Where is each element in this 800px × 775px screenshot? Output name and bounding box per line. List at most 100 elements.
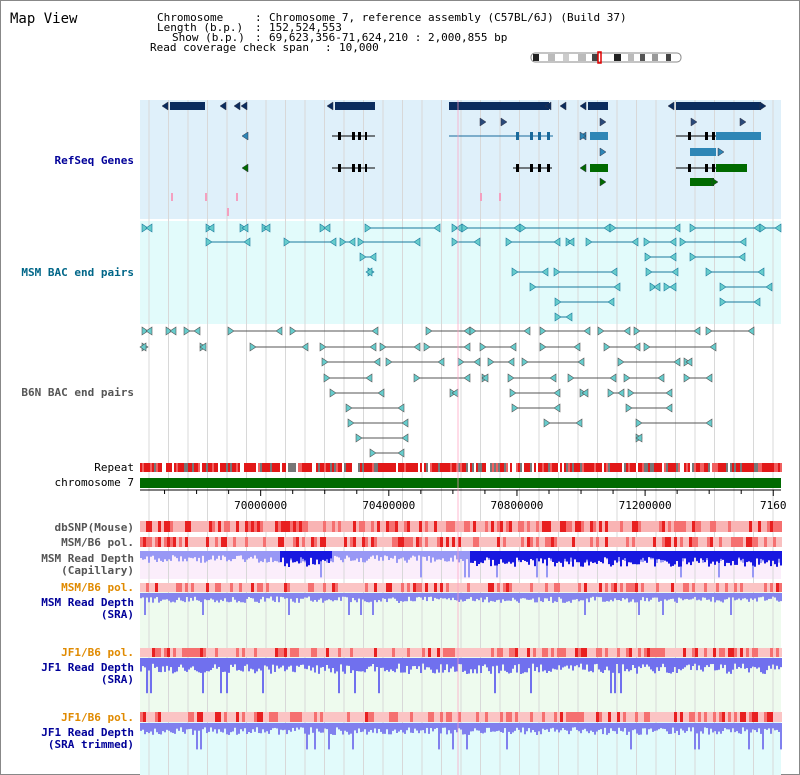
repeat-cell [468, 463, 470, 472]
heat-cell [248, 583, 251, 592]
repeat-cell [570, 463, 572, 472]
repeat-cell [256, 463, 258, 472]
repeat-cell [720, 463, 722, 472]
depth-bar [482, 658, 484, 666]
track-label-msm-depth-sra[interactable]: MSM Read Depth [41, 596, 134, 609]
heat-cell [278, 712, 281, 722]
heat-cell [416, 521, 419, 532]
heat-cell [212, 712, 215, 722]
repeat-cell [582, 463, 584, 472]
depth-bar [776, 593, 778, 601]
heat-cell [431, 521, 434, 532]
heat-cell [593, 521, 596, 532]
repeat-cell [454, 463, 456, 472]
track-label-jf1-b6-pol-2[interactable]: JF1/B6 pol. [61, 711, 134, 724]
depth-bar [558, 593, 560, 598]
depth-bar [750, 723, 752, 733]
track-label-jf1-depth-sra[interactable]: JF1 Read Depth [41, 661, 134, 674]
heat-cell [515, 648, 518, 657]
heat-cell [545, 521, 548, 532]
depth-bar [770, 658, 772, 669]
chromosome-ideogram[interactable] [530, 51, 682, 64]
repeat-cell [542, 463, 544, 472]
depth-bar [188, 723, 190, 730]
depth-bar [464, 593, 466, 602]
strand-arrow [599, 177, 607, 187]
depth-bar [716, 658, 718, 671]
depth-bar [512, 658, 514, 669]
heat-cell [293, 648, 296, 657]
depth-bar [166, 658, 168, 666]
track-label-jf1-depth-trim[interactable]: JF1 Read Depth [41, 726, 134, 739]
depth-bar [600, 658, 602, 672]
heat-cell [437, 583, 440, 592]
b6n-bac-pair-end [487, 357, 495, 367]
depth-bar [142, 593, 144, 598]
heat-cell [191, 583, 194, 592]
heat-cell [722, 712, 725, 722]
depth-bar-dense [754, 551, 756, 567]
depth-bar [524, 593, 526, 599]
repeat-cell [546, 463, 548, 472]
depth-bar [276, 593, 278, 597]
depth-bar-dense [580, 551, 582, 567]
heat-cell [494, 648, 497, 657]
heat-cell [623, 537, 626, 547]
depth-bar-dense [708, 551, 710, 567]
track-label-msm-bac[interactable]: MSM BAC end pairs [21, 266, 134, 279]
heat-cell [722, 583, 725, 592]
depth-bar [202, 658, 204, 694]
depth-bar [156, 658, 158, 667]
depth-bar [254, 551, 256, 556]
heat-cell [641, 521, 644, 532]
track-label-jf1-b6-pol[interactable]: JF1/B6 pol. [61, 646, 134, 659]
depth-bar [464, 723, 466, 735]
heat-cell [476, 537, 479, 547]
track-label-b6n-bac[interactable]: B6N BAC end pairs [21, 386, 134, 399]
depth-bar [158, 658, 160, 672]
depth-bar-dense [672, 551, 674, 566]
gene-exon [688, 164, 691, 172]
depth-bar [420, 593, 422, 598]
depth-bar [744, 723, 746, 732]
heat-cell [560, 537, 563, 547]
depth-bar-dense [632, 551, 634, 565]
depth-bar [358, 723, 360, 729]
depth-bar [756, 593, 758, 602]
heat-cell [542, 648, 545, 657]
track-label-msm-b6-pol[interactable]: MSM/B6 pol. [61, 536, 134, 549]
track-label-dbsnp[interactable]: dbSNP(Mouse) [55, 521, 134, 534]
heat-cell [194, 521, 197, 532]
depth-bar [586, 658, 588, 665]
depth-bar [754, 658, 756, 668]
heat-cell [710, 537, 713, 547]
repeat-cell [268, 463, 270, 472]
heat-cell [389, 648, 392, 657]
msm-bac-pair-end [461, 223, 469, 233]
heat-cell [542, 537, 545, 547]
heat-cell [443, 648, 446, 657]
heat-cell [452, 583, 455, 592]
b6n-bac-pair-end [425, 326, 433, 336]
track-label-refseq[interactable]: RefSeq Genes [55, 154, 134, 167]
heat-cell [518, 521, 521, 532]
gene-exon [338, 164, 341, 172]
repeat-cell [146, 463, 148, 472]
heat-cell [587, 583, 590, 592]
msm-bac-pair-end [607, 297, 615, 307]
depth-bar [618, 658, 620, 674]
repeat-cell [170, 463, 172, 472]
gene-marker [499, 193, 501, 201]
heat-cell [605, 648, 608, 657]
b6n-bac-pair-end [397, 403, 405, 413]
track-label-msm-depth-cap[interactable]: MSM Read Depth [41, 552, 134, 565]
heat-cell [695, 537, 698, 547]
heat-cell [221, 521, 224, 532]
heat-cell [224, 521, 227, 532]
repeat-cell [374, 463, 376, 472]
depth-bar [644, 593, 646, 602]
track-label-msm-b6-pol-2[interactable]: MSM/B6 pol. [61, 581, 134, 594]
heat-cell [599, 583, 602, 592]
depth-bar [402, 658, 404, 673]
